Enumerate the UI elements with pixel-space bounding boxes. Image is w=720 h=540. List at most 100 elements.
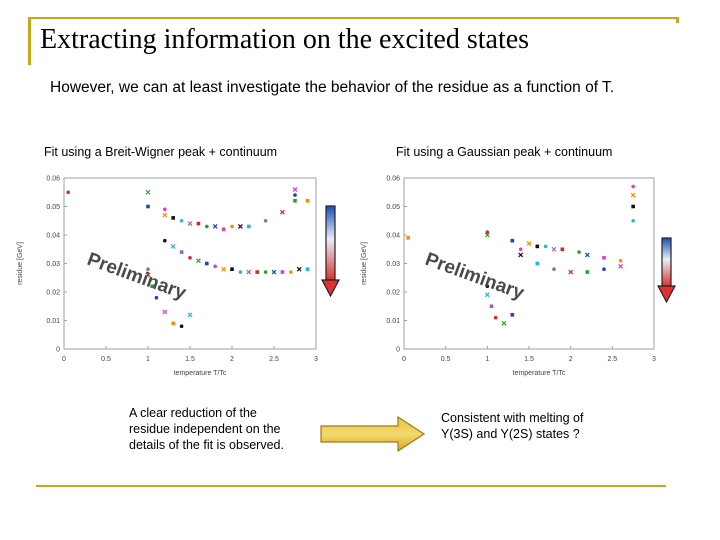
data-point: [518, 252, 524, 258]
data-point: [154, 295, 159, 300]
title-frame-left: [28, 17, 31, 65]
breit-wigner-plot: 0 0.5 1 1.5 2 2.5 3 0 0.01 0.02 0.03 0.04 0.05 0.06 te…: [17, 176, 340, 377]
data-point: [221, 266, 227, 272]
x-axis-label: temperature T/Tc: [513, 370, 566, 377]
data-point: [293, 193, 297, 197]
data-point: [406, 236, 410, 240]
data-point: [146, 267, 150, 271]
x-tick-label: 3: [652, 356, 656, 363]
y-tick-label: 0.05: [386, 204, 400, 211]
data-point: [293, 199, 297, 203]
data-point: [163, 238, 167, 243]
data-point: [305, 267, 310, 271]
data-point: [66, 190, 70, 195]
y-axis-label: residue [GeV]: [361, 242, 368, 285]
x-tick-label: 0.5: [101, 356, 111, 363]
data-point: [162, 212, 168, 218]
y-tick-label: 0.02: [386, 290, 400, 297]
data-point: [631, 184, 635, 189]
intro-text: However, we can at least investigate the…: [50, 79, 615, 96]
data-point: [146, 204, 150, 209]
gaussian-plot: 0 0.5 1 1.5 2 2.5 3 0 0.01 0.02 0.03 0.04 0.05 0.06 te…: [361, 176, 676, 377]
title-frame-top: [28, 17, 678, 19]
data-point: [246, 269, 252, 275]
down-arrow-icon: [321, 279, 340, 298]
data-point: [602, 256, 606, 260]
preliminary-watermark: Preliminary: [84, 249, 189, 304]
y-tick-label: 0: [396, 347, 400, 354]
y-tick-label: 0.01: [386, 318, 400, 325]
data-point: [501, 320, 507, 326]
data-point: [618, 263, 624, 269]
data-point: [230, 267, 234, 271]
data-point: [179, 218, 184, 223]
data-point: [280, 270, 285, 274]
caption-right: Fit using a Gaussian peak + continuum: [396, 145, 613, 159]
data-point: [247, 224, 251, 229]
data-point: [212, 224, 218, 229]
data-point: [188, 256, 192, 260]
data-point: [493, 315, 498, 320]
data-point: [238, 270, 243, 274]
y-tick-label: 0.04: [46, 233, 60, 240]
x-tick-label: 2: [230, 356, 234, 363]
data-point: [196, 221, 201, 226]
data-point: [271, 269, 277, 275]
title-frame-tick: [676, 17, 679, 23]
x-tick-label: 2.5: [269, 356, 279, 363]
data-point: [150, 284, 154, 289]
y-tick-label: 0.04: [386, 233, 400, 240]
y-tick-label: 0: [56, 347, 60, 354]
data-point: [585, 270, 590, 274]
data-point: [543, 244, 548, 249]
down-arrow-icon: [657, 285, 676, 304]
data-point: [484, 292, 490, 298]
data-point: [263, 270, 268, 274]
temperature-gradient-bar: [661, 237, 672, 287]
data-point: [484, 232, 490, 238]
x-tick-label: 2: [569, 356, 573, 363]
y-tick-label: 0.03: [386, 261, 400, 268]
data-point: [560, 247, 565, 252]
data-point: [179, 324, 184, 328]
data-point: [255, 270, 259, 274]
data-point: [584, 252, 590, 258]
data-point: [163, 207, 167, 212]
right-arrow-icon: [320, 416, 426, 452]
data-point: [518, 247, 523, 252]
x-tick-label: 1: [146, 356, 150, 363]
data-point: [510, 313, 515, 317]
data-point: [171, 216, 175, 220]
x-tick-label: 0: [402, 356, 406, 363]
data-point: [292, 186, 298, 192]
data-point: [631, 218, 635, 223]
note-right: Consistent with melting of Y(3S) and Y(2…: [441, 411, 584, 441]
data-point: [489, 304, 494, 309]
y-tick-label: 0.05: [46, 204, 60, 211]
data-point: [485, 230, 490, 234]
caption-left: Fit using a Breit-Wigner peak + continuu…: [44, 145, 278, 159]
data-point: [602, 267, 606, 271]
x-tick-label: 1.5: [185, 356, 195, 363]
data-point: [195, 258, 201, 264]
data-point: [187, 221, 193, 227]
data-point: [526, 241, 532, 246]
y-tick-label: 0.02: [46, 290, 60, 297]
y-tick-label: 0.01: [46, 318, 60, 325]
note-left: A clear reduction of the residue indepen…: [129, 406, 284, 452]
y-axis-label: residue [GeV]: [17, 242, 24, 285]
data-point: [279, 209, 285, 215]
y-tick-label: 0.03: [46, 261, 60, 268]
data-point: [170, 243, 176, 249]
data-point: [237, 224, 243, 229]
data-point: [289, 270, 293, 274]
data-point: [551, 246, 557, 252]
temperature-gradient-bar: [325, 205, 336, 281]
data-point: [577, 250, 581, 254]
y-tick-label: 0.06: [386, 176, 400, 183]
x-axis-label: temperature T/Tc: [174, 370, 227, 377]
x-tick-label: 2.5: [607, 356, 617, 363]
data-point: [296, 266, 302, 272]
data-point: [568, 269, 574, 275]
data-point: [205, 261, 209, 266]
